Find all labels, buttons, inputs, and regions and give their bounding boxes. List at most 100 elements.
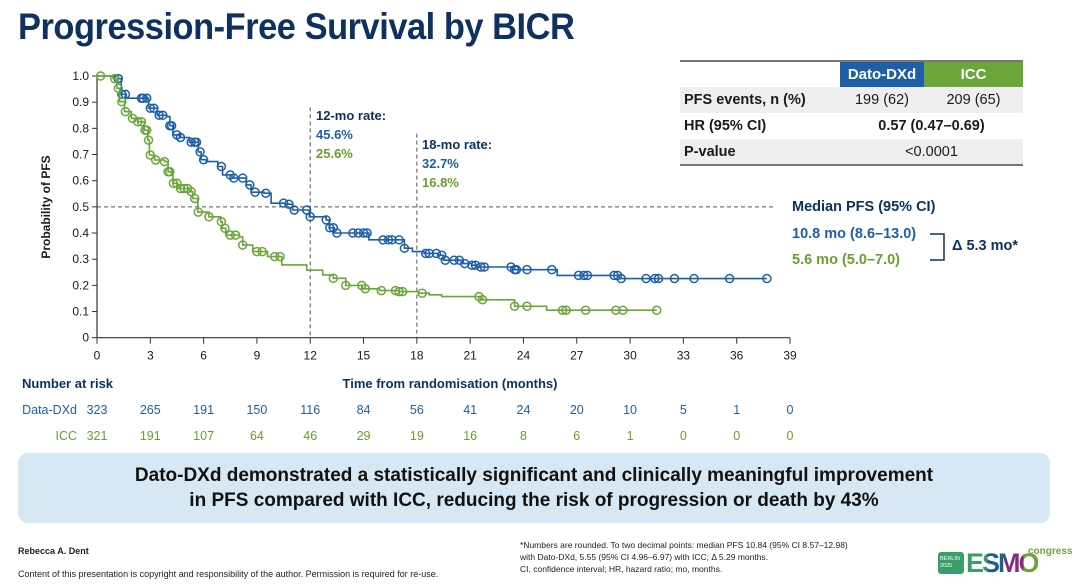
esmo-congress-logo: BERLIN 2025 ESMO congress bbox=[938, 546, 1078, 578]
x-tick-label: 27 bbox=[570, 349, 584, 363]
dato-dxd-censor-mark bbox=[186, 137, 196, 147]
stats-header-blank bbox=[680, 61, 840, 87]
curves bbox=[95, 71, 772, 315]
dato-dxd-censor-mark bbox=[476, 262, 486, 272]
risk-row-icc: ICC 321 191 107 64 46 29 19 16 8 6 1 0 0 0 bbox=[0, 429, 820, 445]
axes: 00.10.20.30.40.50.60.70.80.91.00 3 6 9 12 15 1… bbox=[72, 69, 797, 363]
icc-censor-mark bbox=[417, 288, 427, 298]
stats-dato-value: 199 (62) bbox=[840, 87, 924, 113]
icc-censor-mark bbox=[220, 223, 230, 234]
dato-dxd-censor-mark bbox=[325, 223, 335, 233]
y-tick-label: 0.2 bbox=[72, 278, 89, 292]
icc-censor-mark bbox=[269, 251, 280, 262]
icc-censor-mark bbox=[193, 207, 204, 217]
dato-dxd-censor-mark bbox=[289, 205, 299, 215]
dato-dxd-censor-mark bbox=[358, 228, 369, 238]
risk-row-label: ICC bbox=[55, 429, 77, 443]
risk-value: 0 bbox=[733, 429, 741, 443]
dato-dxd-censor-mark bbox=[191, 137, 202, 147]
dato-dxd-censor-mark bbox=[383, 235, 394, 245]
risk-value: 6 bbox=[573, 429, 581, 443]
dato-dxd-censor-mark bbox=[229, 173, 239, 183]
icc-censor-mark bbox=[252, 246, 262, 257]
copyright: Content of this presentation is copyrigh… bbox=[18, 569, 439, 579]
risk-value: 107 bbox=[193, 429, 215, 443]
icc-censor-mark bbox=[113, 83, 124, 94]
risk-value: 1 bbox=[626, 429, 634, 443]
dato-dxd-censor-mark bbox=[216, 161, 227, 172]
icc-censor-mark bbox=[165, 167, 175, 177]
risk-value: 10 bbox=[623, 403, 638, 417]
dato-dxd-censor-mark bbox=[573, 270, 584, 281]
icc-censor-mark bbox=[618, 305, 628, 315]
dato-dxd-censor-mark bbox=[762, 273, 772, 284]
risk-value: 323 bbox=[86, 403, 108, 417]
dato-dxd-censor-mark bbox=[547, 264, 557, 275]
dato-dxd-censor-mark bbox=[145, 103, 156, 113]
icc-censor-mark bbox=[133, 117, 143, 127]
icc-censor-mark bbox=[95, 71, 106, 81]
x-tick-label: 3 bbox=[147, 349, 154, 363]
risk-value: 191 bbox=[193, 403, 215, 417]
dato-dxd-censor-mark bbox=[166, 120, 177, 131]
median-dato: 10.8 mo (8.6–13.0) bbox=[792, 226, 917, 242]
icc-censor-mark bbox=[275, 251, 285, 262]
risk-value: 5 bbox=[679, 403, 687, 417]
y-tick-label: 0.8 bbox=[72, 121, 89, 135]
footnote: *Numbers are rounded. To two decimal poi… bbox=[520, 539, 848, 575]
dato-dxd-censor-mark bbox=[237, 173, 248, 183]
stats-label: HR (95% CI) bbox=[684, 118, 767, 134]
x-tick-label: 24 bbox=[517, 349, 531, 363]
icc-censor-mark bbox=[110, 73, 120, 84]
dato-dxd-censor-mark bbox=[616, 273, 626, 284]
x-tick-label: 9 bbox=[254, 349, 261, 363]
dato-dxd-censor-mark bbox=[261, 188, 271, 198]
icc-censor-mark bbox=[237, 240, 248, 250]
rate18-dato: 32.7% bbox=[422, 156, 459, 171]
page-title: Progression-Free Survival by BICR bbox=[18, 6, 575, 47]
dato-dxd-censor-mark bbox=[142, 93, 152, 103]
median-delta: Δ 5.3 mo* bbox=[952, 238, 1019, 254]
risk-row-dato: Data-DXd 323 265 191 150 116 84 56 41 24 20 10 5 1 0 bbox=[0, 403, 820, 419]
risk-value: 20 bbox=[569, 403, 584, 417]
reference-lines bbox=[97, 107, 775, 338]
median-label: Median PFS (95% CI) bbox=[792, 199, 936, 215]
dato-dxd-censor-mark bbox=[582, 270, 593, 281]
risk-value: 0 bbox=[679, 429, 687, 443]
risk-value: 16 bbox=[463, 429, 478, 443]
x-axis-label: Time from randomisation (months) bbox=[342, 376, 558, 391]
dato-dxd-censor-mark bbox=[138, 93, 148, 103]
risk-value: 46 bbox=[303, 429, 318, 443]
logo-year: 2025 bbox=[940, 563, 953, 569]
rate18-annotation: 18-mo rate: 32.7% 16.8% bbox=[422, 135, 492, 192]
dato-dxd-curve bbox=[97, 75, 767, 280]
dato-dxd-censor-mark bbox=[522, 264, 532, 275]
logo-city: BERLIN bbox=[940, 556, 960, 562]
icc-censor-mark bbox=[117, 96, 127, 107]
icc-censor-mark bbox=[376, 285, 387, 296]
risk-value: 116 bbox=[300, 403, 321, 417]
risk-value: 191 bbox=[139, 429, 161, 443]
icc-censor-mark bbox=[397, 286, 408, 297]
y-tick-label: 0.9 bbox=[72, 95, 89, 109]
risk-value: 29 bbox=[356, 429, 371, 443]
y-tick-label: 0.6 bbox=[72, 174, 89, 188]
icc-censor-mark bbox=[557, 305, 568, 315]
risk-value: 265 bbox=[139, 403, 161, 417]
dato-dxd-censor-mark bbox=[689, 273, 699, 284]
dato-dxd-censor-mark bbox=[284, 199, 294, 209]
y-tick-label: 0.7 bbox=[72, 148, 89, 162]
rate12-label: 12-mo rate: bbox=[316, 108, 387, 123]
footnote-line: *Numbers are rounded. To two decimal poi… bbox=[520, 540, 848, 550]
risk-value: 84 bbox=[356, 403, 371, 417]
callout-line2: in PFS compared with ICC, reducing the r… bbox=[189, 490, 879, 511]
x-tick-label: 30 bbox=[623, 349, 637, 363]
stats-label: P-value bbox=[680, 139, 840, 165]
dato-dxd-censor-mark bbox=[154, 110, 164, 121]
risk-value: 41 bbox=[463, 403, 478, 417]
risk-value: 8 bbox=[519, 429, 527, 443]
dato-dxd-censor-mark bbox=[470, 260, 481, 270]
icc-censor-mark bbox=[189, 193, 200, 204]
dato-dxd-censor-mark bbox=[420, 248, 431, 259]
icc-censor-mark bbox=[225, 230, 236, 240]
